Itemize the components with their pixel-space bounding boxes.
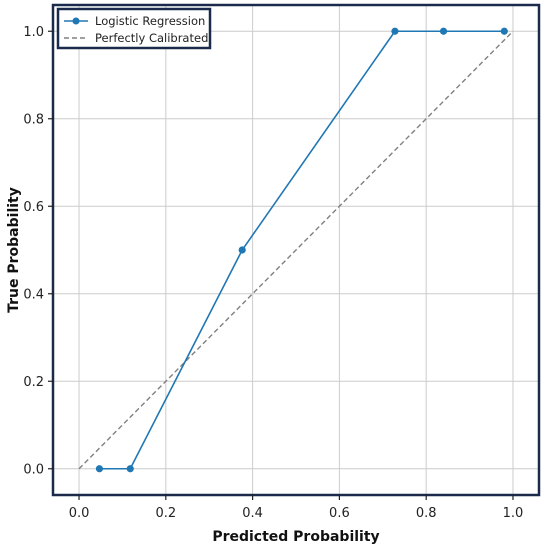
y-tick-label: 0.0 xyxy=(23,462,44,477)
series-line-perfectly-calibrated xyxy=(78,30,514,470)
y-tick-label: 0.6 xyxy=(23,200,44,215)
data-point-logistic-regression xyxy=(238,246,246,254)
x-tick-label: 1.0 xyxy=(503,506,524,521)
x-tick-label: 0.4 xyxy=(242,506,263,521)
x-tick-label: 0.8 xyxy=(416,506,437,521)
x-tick-label: 0.6 xyxy=(329,506,350,521)
x-tick-label: 0.0 xyxy=(69,506,90,521)
data-point-logistic-regression xyxy=(500,27,508,35)
legend: Logistic Regression Perfectly Calibrated xyxy=(56,7,212,50)
x-tick-label: 0.2 xyxy=(155,506,176,521)
data-point-logistic-regression xyxy=(126,465,134,473)
series-line-logistic-regression xyxy=(99,30,505,470)
legend-label-logistic-regression: Logistic Regression xyxy=(95,14,205,28)
y-tick-label: 0.2 xyxy=(23,375,44,390)
x-axis-title: Predicted Probability xyxy=(212,529,379,545)
y-tick-label: 0.4 xyxy=(23,287,44,302)
plot-frame xyxy=(51,3,541,497)
data-point-logistic-regression xyxy=(95,465,104,473)
y-tick-label: 0.8 xyxy=(23,112,44,127)
data-point-logistic-regression xyxy=(439,27,448,35)
data-point-logistic-regression xyxy=(391,27,399,35)
series-layer xyxy=(78,27,514,473)
legend-marker-logistic-regression xyxy=(72,17,80,25)
axis-ticks: 0.0 0.2 0.4 0.6 0.8 1.0 0.0 0.2 0.4 0.6 0.8 1.0 xyxy=(23,25,523,521)
grid xyxy=(53,5,539,495)
legend-label-perfectly-calibrated: Perfectly Calibrated xyxy=(95,31,208,45)
legend-box xyxy=(56,7,212,50)
y-tick-label: 1.0 xyxy=(23,25,44,40)
y-axis-title: True Probability xyxy=(6,187,22,313)
